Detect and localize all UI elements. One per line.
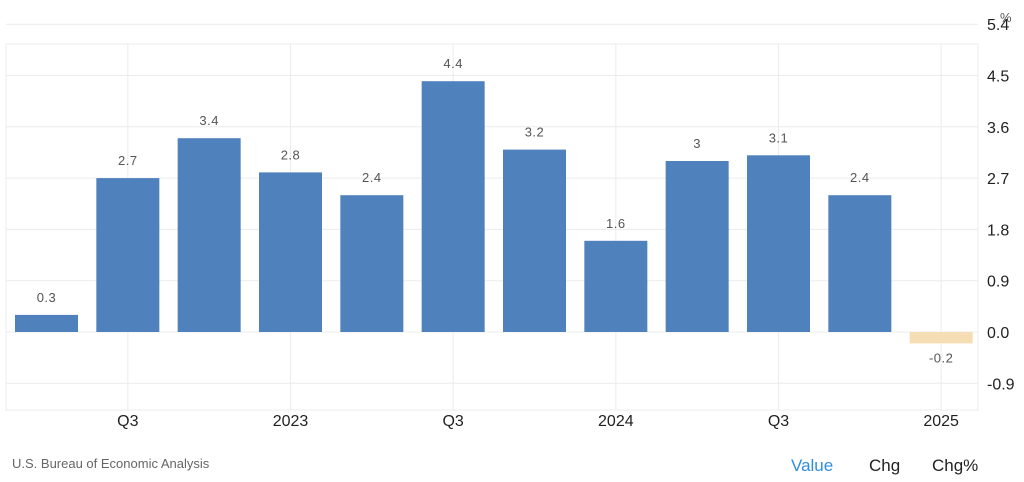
y-tick-label: 5.4 [987, 17, 1009, 34]
bar[interactable] [177, 138, 241, 332]
chg-pct-toggle[interactable]: Chg% [932, 456, 979, 475]
x-tick-label: 2023 [273, 413, 309, 430]
data-label: 2.8 [281, 147, 301, 162]
y-tick-label: 2.7 [987, 171, 1009, 188]
bars [15, 81, 973, 344]
data-label: 3.4 [199, 113, 219, 128]
bar[interactable] [503, 149, 566, 332]
x-tick-label: Q3 [768, 413, 789, 430]
bar[interactable] [96, 178, 160, 332]
chg-toggle[interactable]: Chg [869, 456, 901, 475]
data-label: 2.7 [118, 153, 138, 168]
bar[interactable] [584, 240, 648, 332]
data-label: 2.4 [362, 170, 382, 185]
y-tick-label: 0.9 [987, 274, 1009, 291]
bar[interactable] [909, 332, 973, 344]
bar[interactable] [15, 314, 78, 332]
bar[interactable] [828, 195, 892, 332]
data-label: 3.1 [769, 130, 789, 145]
x-tick-label: Q3 [442, 413, 463, 430]
data-label: 3.2 [525, 125, 545, 140]
data-label: 4.4 [443, 56, 463, 71]
y-tick-label: 3.6 [987, 120, 1009, 137]
data-label: 3 [693, 136, 701, 151]
y-tick-label: 1.8 [987, 222, 1009, 239]
bar[interactable] [747, 155, 810, 332]
data-label: 1.6 [606, 216, 626, 231]
data-label: -0.2 [929, 350, 953, 365]
y-tick-label: -0.9 [987, 376, 1015, 393]
bar[interactable] [665, 161, 729, 332]
value-toggle[interactable]: Value [791, 456, 834, 475]
x-axis: Q3 2023 Q3 2024 Q3 2025 [117, 413, 959, 430]
bar[interactable] [421, 81, 485, 332]
data-labels: 0.3 2.7 3.4 2.8 2.4 4.4 3.2 1.6 3 3.1 2.4 -0.2 [37, 56, 953, 365]
x-tick-label: 2024 [598, 413, 634, 430]
chart: 0.3 2.7 3.4 2.8 2.4 4.4 3.2 1.6 3 3.1 2.4 -0.2 5.4 4… [5, 10, 1015, 430]
y-tick-label: 4.5 [987, 69, 1009, 86]
y-unit-label: % [1000, 10, 1012, 25]
y-tick-label: 0.0 [987, 325, 1009, 342]
bar[interactable] [259, 172, 322, 332]
source-label: U.S. Bureau of Economic Analysis [12, 456, 210, 471]
x-tick-label: Q3 [117, 413, 138, 430]
x-tick-label: 2025 [923, 413, 959, 430]
plot-frame [5, 43, 979, 411]
bar[interactable] [340, 195, 404, 332]
y-axis: 5.4 4.5 3.6 2.7 1.8 0.9 0.0 -0.9 [987, 17, 1015, 393]
data-label: 2.4 [850, 170, 870, 185]
data-label: 0.3 [37, 290, 57, 305]
